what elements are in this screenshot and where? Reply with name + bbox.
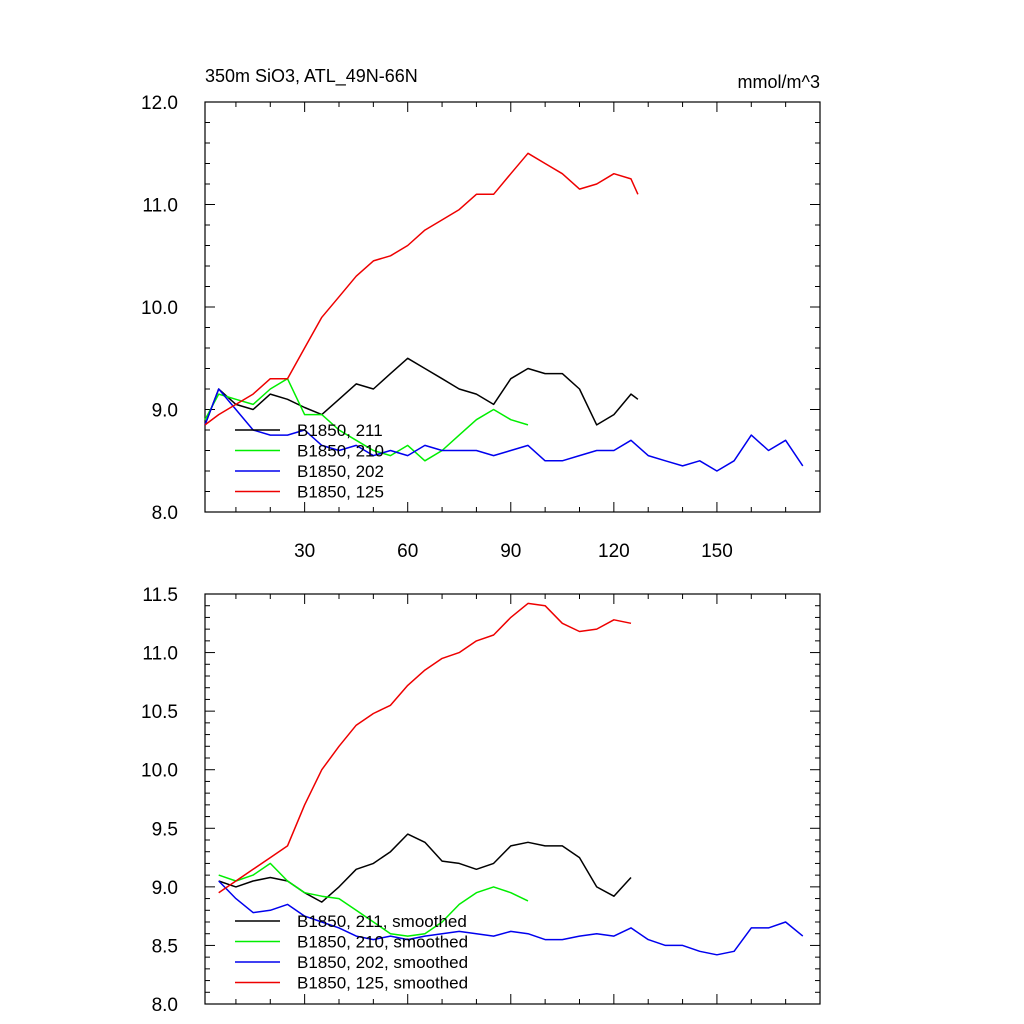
top-series-line-2 — [204, 377, 529, 462]
bottom-y-tick-label: 8.5 — [152, 936, 178, 957]
bottom-legend-label: B1850, 202, smoothed — [297, 953, 468, 972]
top-chart-title: 350m SiO3, ATL_49N-66N — [205, 66, 418, 87]
bottom-legend-label: B1850, 211, smoothed — [297, 912, 467, 931]
top-series-line-1 — [204, 357, 639, 426]
bottom-series-line-4 — [218, 602, 632, 894]
top-legend-label: B1850, 210 — [297, 442, 384, 461]
bottom-y-tick-label: 8.0 — [152, 995, 178, 1016]
bottom-y-tick-label: 9.5 — [152, 819, 178, 840]
top-x-tick-label: 150 — [701, 541, 733, 562]
top-x-tick-label: 120 — [598, 541, 630, 562]
top-legend-label: B1850, 211 — [297, 421, 383, 440]
top-y-tick-label: 10.0 — [141, 298, 178, 319]
bottom-y-tick-label: 10.5 — [141, 702, 178, 723]
top-x-tick-label: 60 — [397, 541, 418, 562]
top-y-tick-label: 11.0 — [142, 196, 178, 217]
top-series-line-4 — [204, 152, 639, 426]
bottom-series-line-2 — [218, 862, 529, 937]
top-series-line-3 — [204, 388, 804, 472]
top-y-tick-label: 12.0 — [141, 93, 178, 114]
top-legend-label: B1850, 125 — [297, 483, 384, 502]
top-legend-label: B1850, 202 — [297, 462, 384, 481]
bottom-plot-frame — [204, 593, 821, 1005]
top-chart-panel: 30 60 90 120 150 8.0 9.0 10.0 11.0 12.0 B1850, 211… — [141, 93, 821, 562]
top-y-tick-label: 8.0 — [152, 503, 178, 524]
top-x-tick-label: 30 — [294, 541, 315, 562]
bottom-legend-label: B1850, 125, smoothed — [297, 974, 468, 993]
top-y-tick-label: 9.0 — [152, 401, 178, 422]
bottom-legend-label: B1850, 210, smoothed — [297, 933, 468, 952]
bottom-series-line-1 — [218, 833, 632, 903]
bottom-y-tick-label: 10.0 — [141, 761, 178, 782]
bottom-chart-panel: 8.0 8.5 9.0 9.5 10.0 10.5 11.0 11.5 B1850, 211, … — [141, 585, 821, 1016]
top-chart-units: mmol/m^3 — [738, 72, 820, 92]
bottom-y-tick-label: 11.5 — [142, 585, 178, 606]
bottom-series-line-3 — [218, 880, 804, 956]
top-x-tick-label: 90 — [500, 541, 521, 562]
bottom-y-tick-label: 9.0 — [152, 878, 178, 899]
bottom-y-tick-label: 11.0 — [142, 644, 178, 665]
